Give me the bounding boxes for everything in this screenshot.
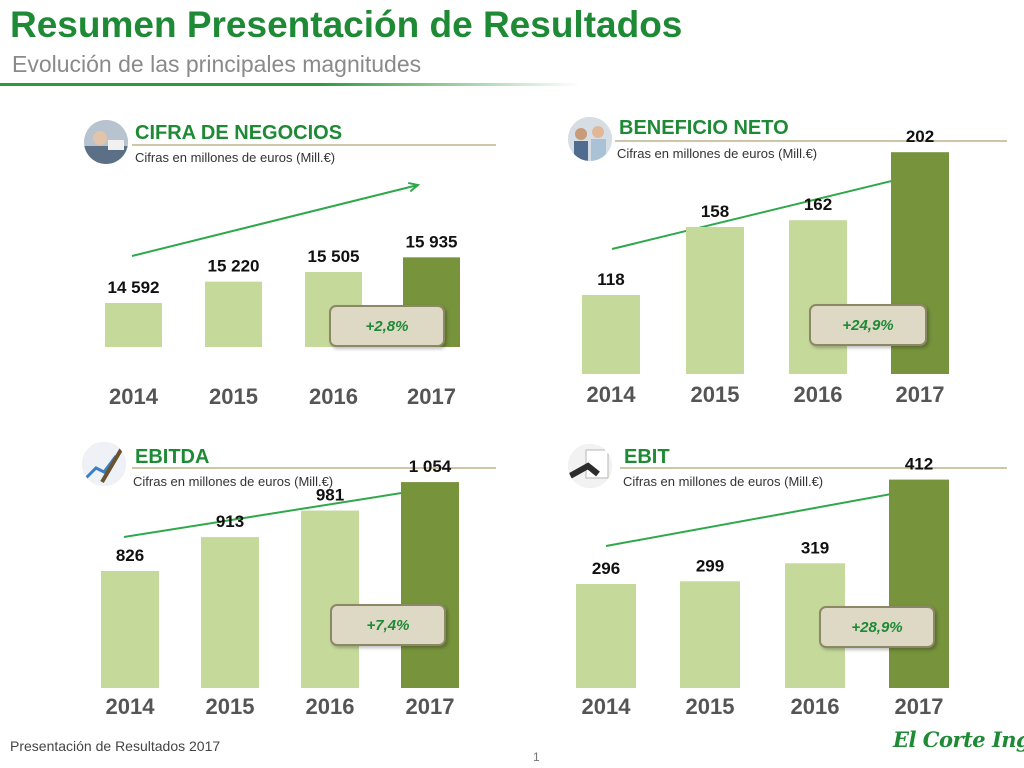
value-label-2014: 118 (597, 270, 624, 289)
panel-unit-label: Cifras en millones de euros (Mill.€) (623, 474, 824, 489)
year-label-2015: 2015 (686, 694, 735, 719)
team-people-icon (568, 117, 612, 161)
trend-arrow-head (408, 181, 421, 193)
handshake-document-icon (568, 444, 612, 488)
growth-badge: +24,9% (809, 304, 927, 346)
value-label-2016: 981 (316, 486, 344, 505)
year-label-2017: 2017 (406, 694, 455, 719)
panel-title-rule (132, 467, 496, 469)
value-label-2017: 412 (905, 455, 933, 474)
panel-title-rule (132, 144, 496, 146)
year-label-2017: 2017 (407, 384, 456, 409)
value-label-2017: 15 935 (406, 232, 458, 251)
bar-2014 (105, 303, 162, 347)
pen-on-chart-icon (82, 442, 126, 486)
year-label-2016: 2016 (309, 384, 358, 409)
value-label-2014: 826 (116, 546, 144, 565)
panel-title: EBITDA (135, 446, 210, 468)
title-underline (0, 83, 580, 86)
value-label-2015: 299 (696, 556, 724, 575)
trend-arrow (123, 490, 415, 538)
footer-text: Presentación de Resultados 2017 (10, 738, 221, 754)
value-label-2016: 319 (801, 538, 829, 557)
year-label-2016: 2016 (306, 694, 355, 719)
value-label-2017: 202 (906, 127, 934, 146)
value-label-2014: 14 592 (108, 278, 160, 297)
bar-2016 (789, 220, 847, 374)
bar-2014 (582, 295, 640, 374)
value-label-2017: 1 054 (409, 457, 452, 476)
panel-title-rule (615, 140, 1007, 142)
year-label-2016: 2016 (791, 694, 840, 719)
panel-title: BENEFICIO NETO (619, 117, 789, 139)
growth-badge: +7,4% (330, 604, 446, 646)
bar-2015 (686, 227, 744, 374)
bar-2014 (576, 584, 636, 688)
value-label-2015: 158 (701, 202, 729, 221)
page-title: Resumen Presentación de Resultados (10, 4, 683, 45)
value-label-2015: 913 (216, 512, 244, 531)
bar-2017 (401, 482, 459, 688)
bar-2016 (301, 510, 359, 688)
page-number: 1 (533, 750, 540, 764)
year-label-2015: 2015 (209, 384, 258, 409)
business-meeting-icon (84, 120, 128, 164)
bar-2015 (680, 581, 740, 688)
growth-badge: +2,8% (329, 305, 445, 347)
panel-unit-label: Cifras en millones de euros (Mill.€) (133, 474, 334, 489)
value-label-2016: 162 (804, 195, 832, 214)
panel-title: EBIT (624, 446, 670, 468)
year-label-2014: 2014 (106, 694, 156, 719)
year-label-2017: 2017 (895, 694, 944, 719)
el-corte-ingles-logo: El Corte Inglés (893, 727, 1024, 752)
value-label-2015: 15 220 (208, 257, 260, 276)
bar-2014 (101, 571, 159, 688)
panel-title-rule (620, 467, 1007, 469)
value-label-2014: 296 (592, 559, 620, 578)
year-label-2016: 2016 (794, 382, 843, 407)
panel-title: CIFRA DE NEGOCIOS (135, 122, 343, 144)
trend-arrow (131, 184, 419, 257)
logo-wordmark: El Corte Inglés (893, 727, 1024, 752)
bar-2017 (889, 479, 949, 688)
panel-unit-label: Cifras en millones de euros (Mill.€) (617, 146, 818, 161)
year-label-2017: 2017 (896, 382, 945, 407)
growth-badge: +28,9% (819, 606, 935, 648)
bar-2015 (205, 281, 262, 347)
value-label-2016: 15 505 (308, 247, 360, 266)
page-subtitle: Evolución de las principales magnitudes (12, 51, 422, 77)
bar-2015 (201, 537, 259, 688)
year-label-2015: 2015 (691, 382, 740, 407)
year-label-2015: 2015 (206, 694, 255, 719)
year-label-2014: 2014 (582, 694, 632, 719)
panel-unit-label: Cifras en millones de euros (Mill.€) (135, 150, 336, 165)
trend-arrow (605, 490, 909, 547)
year-label-2014: 2014 (587, 382, 637, 407)
trend-arrow (611, 176, 909, 250)
year-label-2014: 2014 (109, 384, 159, 409)
